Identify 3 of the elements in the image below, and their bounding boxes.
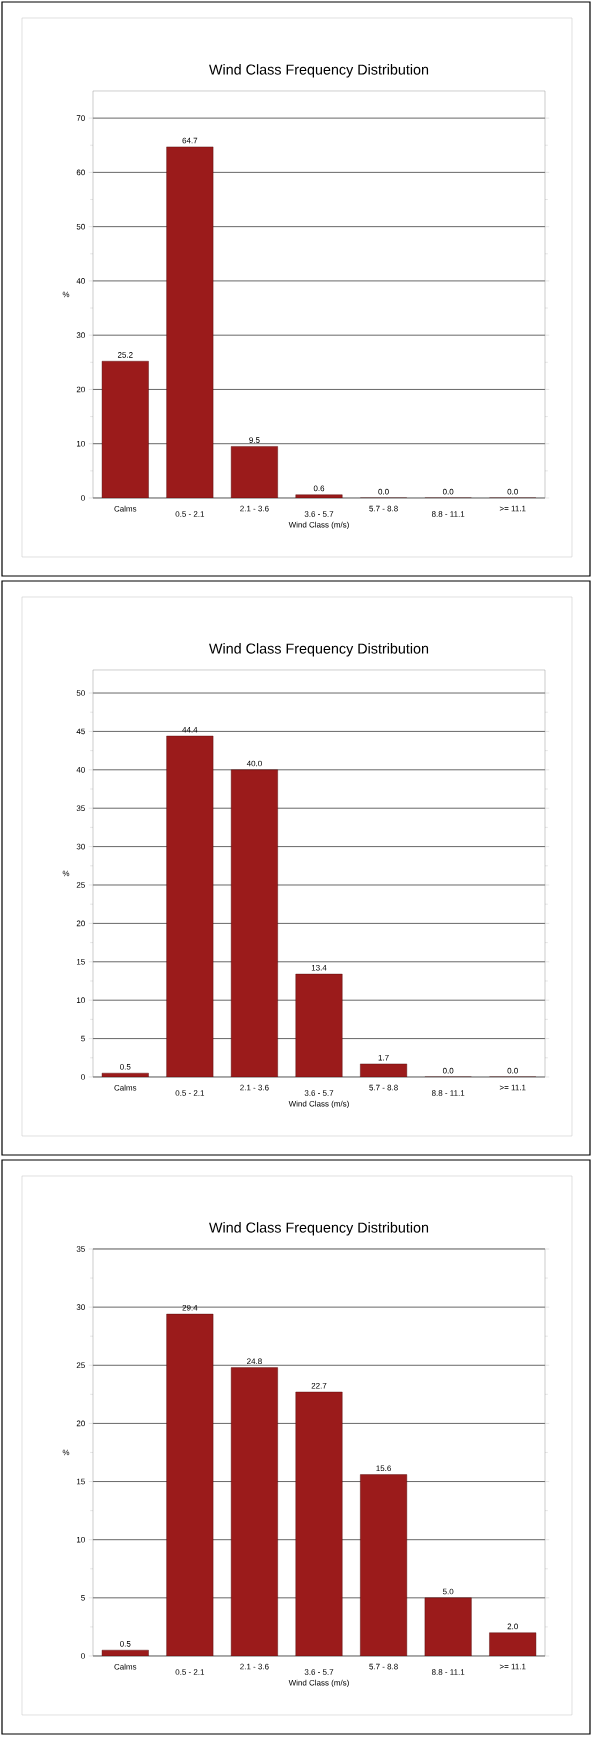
chart-title: Wind Class Frequency Distribution xyxy=(209,1222,429,1236)
chart-title: Wind Class Frequency Distribution xyxy=(209,64,429,78)
chart-title: Wind Class Frequency Distribution xyxy=(209,643,429,657)
